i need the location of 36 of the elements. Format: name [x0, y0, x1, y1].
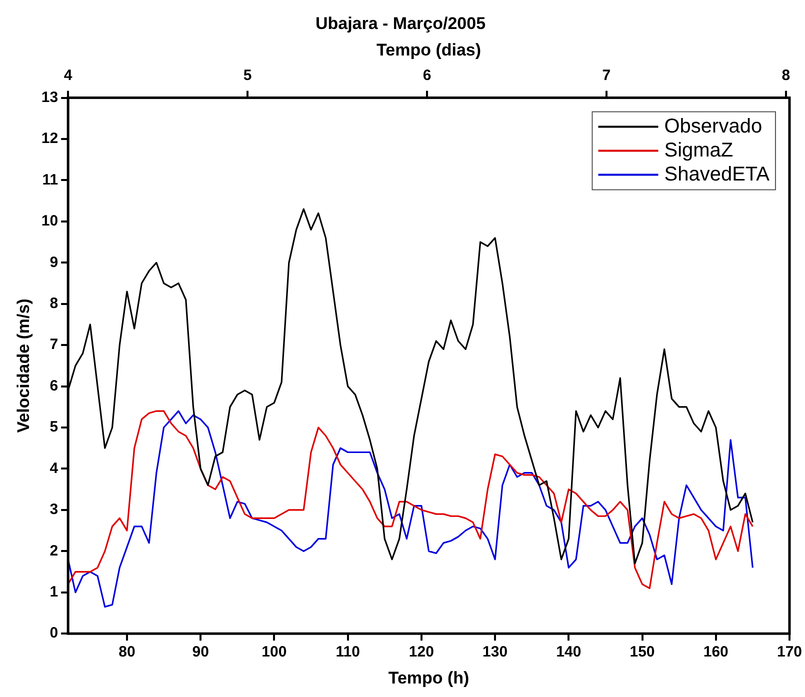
- x-tick-label: 100: [262, 644, 287, 661]
- legend-label: SigmaZ: [664, 139, 734, 162]
- y-tick-label: 1: [50, 584, 58, 601]
- x2-tick-label: 6: [422, 66, 432, 84]
- x-tick-label: 160: [703, 644, 728, 661]
- x2-tick-label: 8: [782, 66, 790, 84]
- y-tick-label: 9: [50, 254, 58, 271]
- x-tick-label: 120: [408, 644, 434, 661]
- x2-tick-label: 7: [602, 66, 611, 84]
- y-tick-label: 2: [50, 542, 58, 560]
- x-tick-label: 140: [556, 644, 582, 661]
- legend-label: Observado: [664, 115, 762, 138]
- y-tick-label: 6: [50, 377, 58, 394]
- x-axis-title: Tempo (h): [388, 668, 470, 688]
- y-tick-label: 4: [50, 460, 59, 477]
- chart-title: Ubajara - Março/2005: [315, 14, 486, 33]
- y-tick-label: 5: [50, 418, 58, 436]
- x2-tick-label: 5: [243, 66, 252, 84]
- x-tick-label: 170: [776, 644, 802, 661]
- y-tick-label: 3: [50, 501, 58, 518]
- y-tick-label: 11: [42, 171, 58, 188]
- x-tick-label: 130: [482, 644, 508, 661]
- y-tick-label: 10: [41, 212, 58, 230]
- legend-label: ShavedETA: [664, 163, 770, 186]
- y-tick-label: 7: [50, 336, 58, 354]
- x-tick-label: 150: [630, 644, 655, 661]
- x2-tick-label: 4: [64, 66, 73, 84]
- y-tick-label: 0: [50, 624, 58, 642]
- y-axis-title: Velocidade (m/s): [14, 298, 33, 433]
- x2-axis-title: Tempo (dias): [376, 40, 482, 60]
- y-tick-label: 12: [41, 130, 58, 148]
- y-tick-label: 8: [50, 295, 58, 312]
- x-tick-label: 80: [118, 644, 136, 661]
- x-tick-label: 110: [336, 644, 360, 661]
- x-tick-label: 90: [192, 644, 209, 661]
- y-tick-label: 13: [41, 88, 58, 106]
